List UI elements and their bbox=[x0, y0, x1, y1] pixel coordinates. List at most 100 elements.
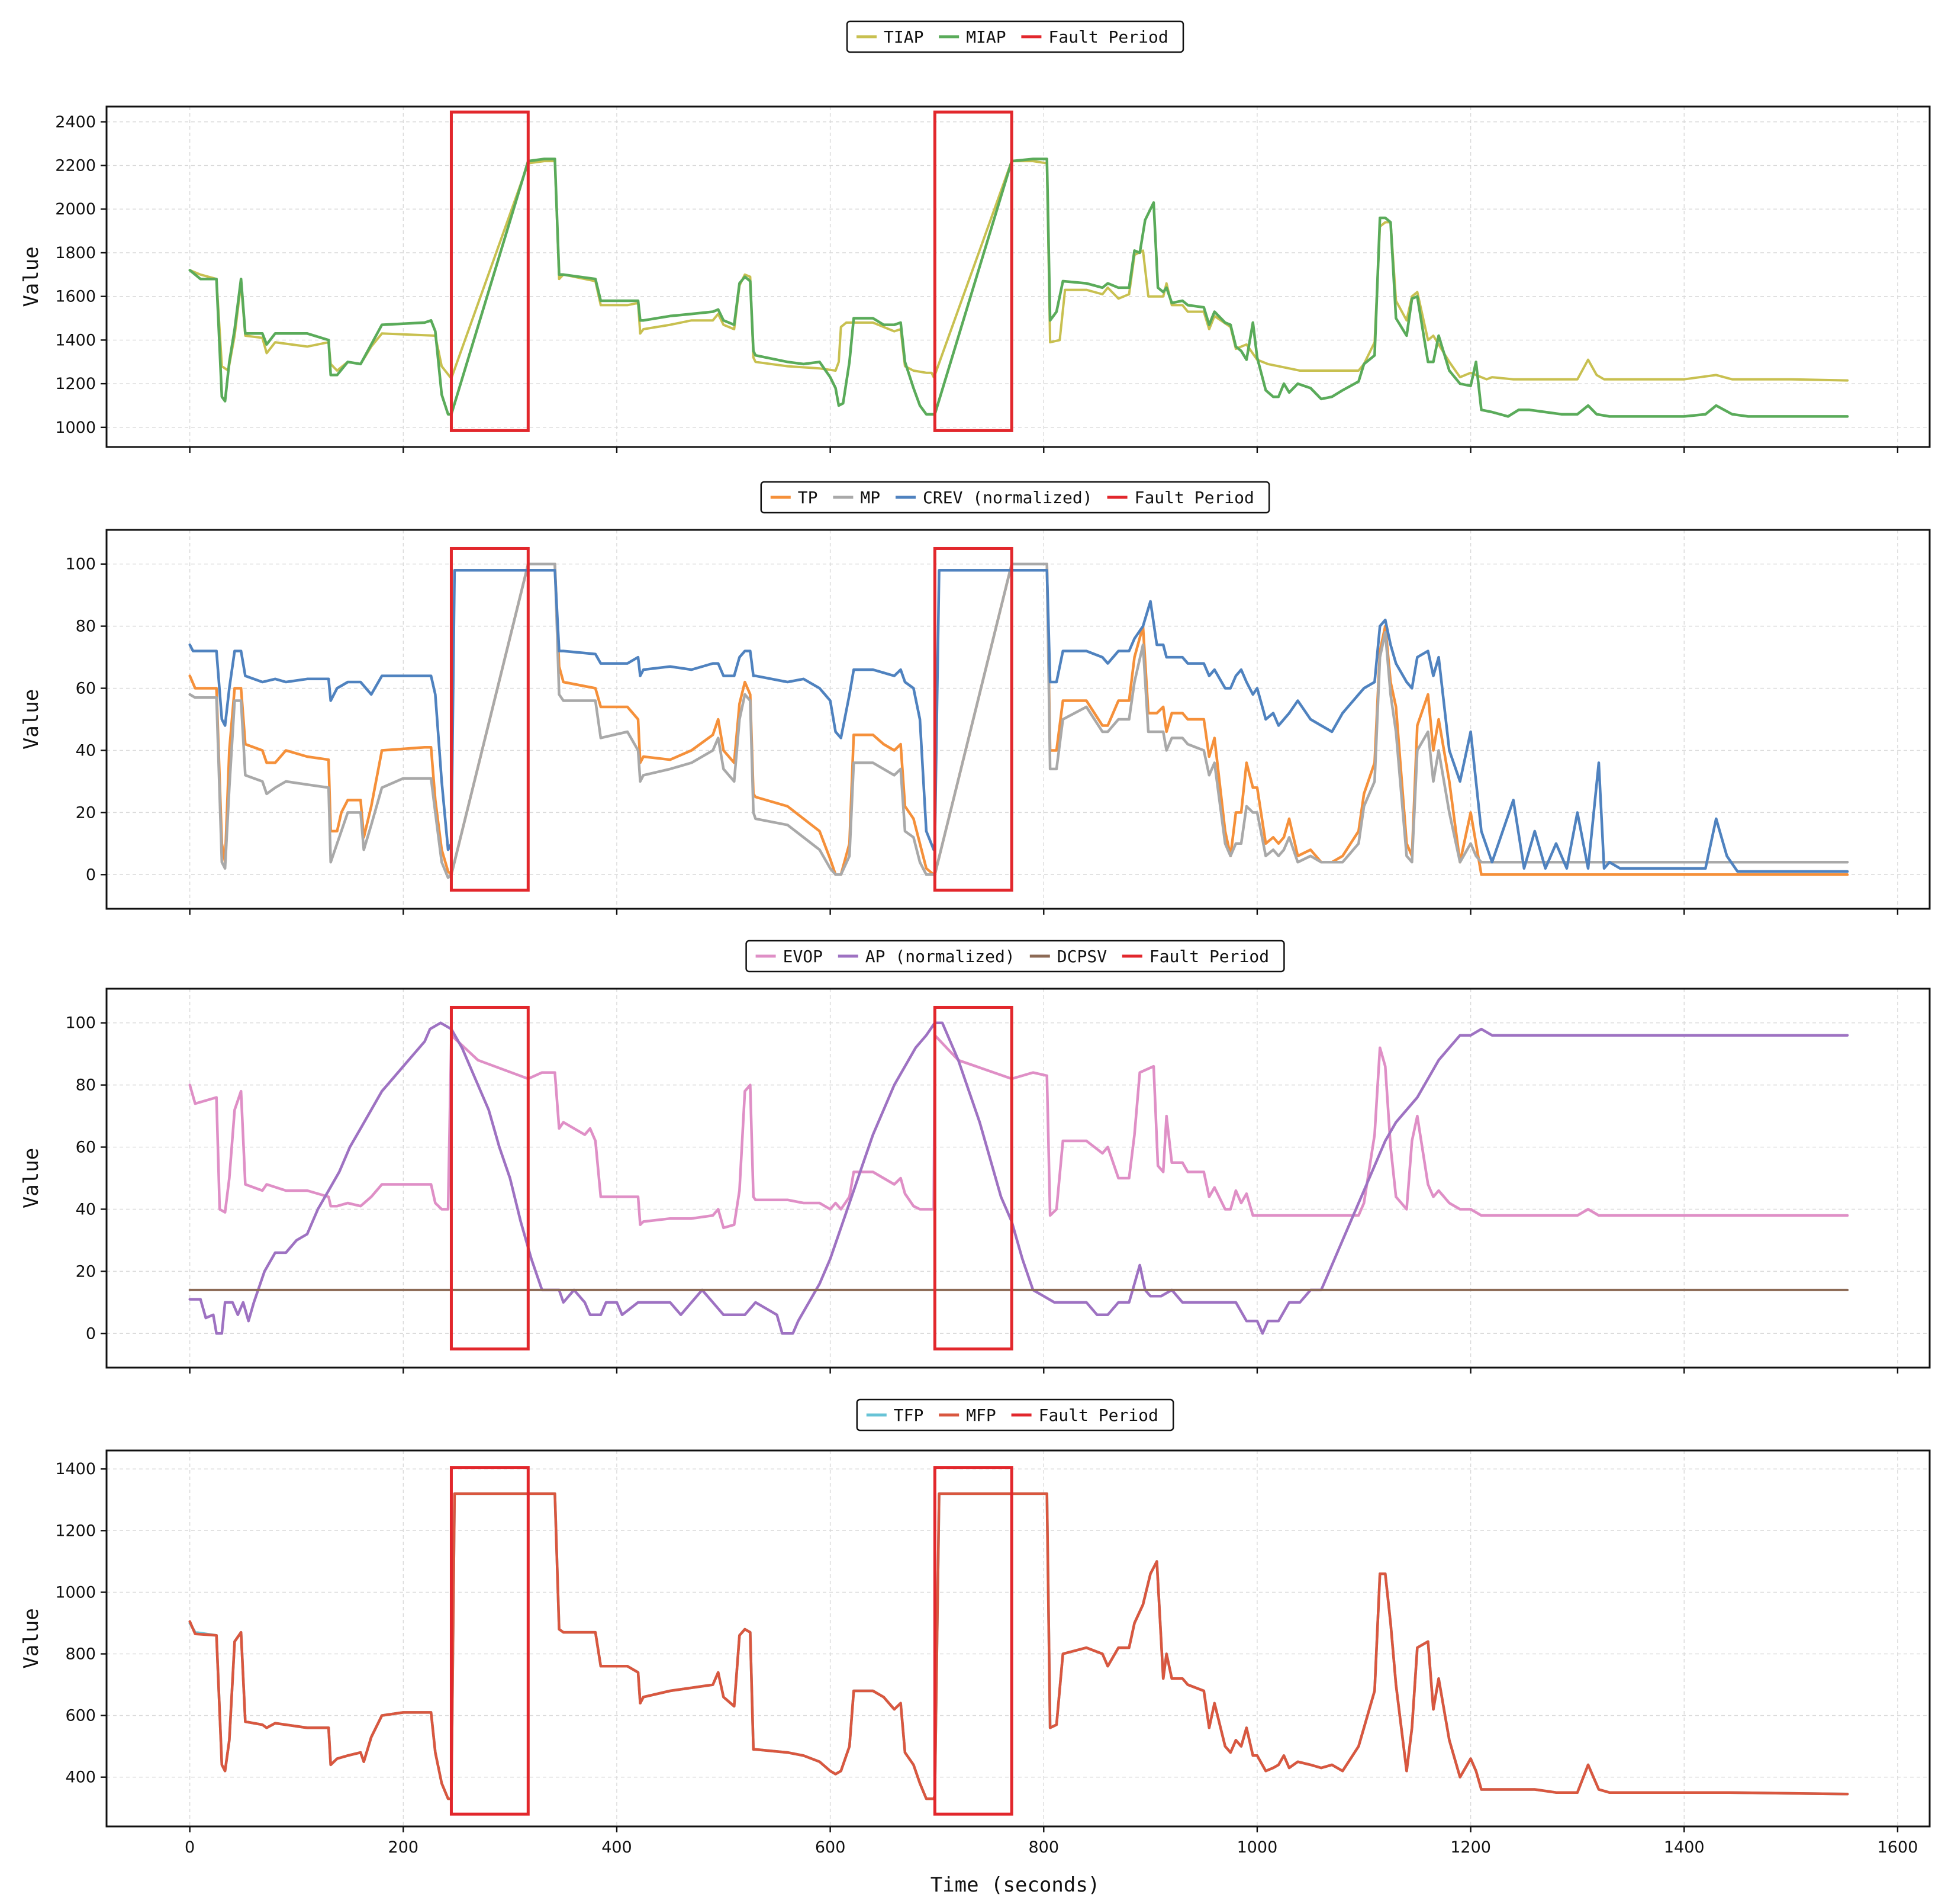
series-group bbox=[188, 1492, 1849, 1800]
series-line-crev-normalized bbox=[188, 568, 1849, 873]
y-tick-label: 60 bbox=[76, 680, 96, 698]
fault-period-rect bbox=[449, 546, 530, 892]
series-line-tfp bbox=[188, 1492, 1849, 1800]
gridlines bbox=[107, 1450, 1930, 1826]
legend: TFP MFP Fault Period bbox=[856, 1398, 1174, 1432]
y-tick-label: 400 bbox=[65, 1768, 96, 1787]
series-line-tiap bbox=[188, 160, 1849, 382]
series-group bbox=[188, 562, 1849, 879]
y-tick-label: 2200 bbox=[55, 157, 96, 175]
y-tick-label: 20 bbox=[76, 1262, 96, 1281]
y-tick-label: 2000 bbox=[55, 200, 96, 218]
x-ticks bbox=[189, 447, 1899, 453]
legend-label: DCPSV bbox=[1057, 947, 1107, 966]
x-ticks: 0 200 400 600 800 1000 1200 1400 1600 bbox=[185, 1826, 1918, 1857]
y-tick-label: 1200 bbox=[55, 1522, 96, 1540]
x-tick-label: 0 bbox=[185, 1838, 195, 1857]
legend-box bbox=[745, 940, 1285, 973]
plot-frame bbox=[105, 988, 1931, 1369]
y-tick-label: 800 bbox=[65, 1645, 96, 1664]
y-axis-label: Value bbox=[20, 689, 43, 750]
x-ticks bbox=[189, 909, 1899, 915]
legend-label: MFP bbox=[966, 1406, 996, 1425]
y-tick-label: 600 bbox=[65, 1707, 96, 1725]
series-line-mfp bbox=[188, 1492, 1849, 1800]
legend-label: MIAP bbox=[966, 27, 1006, 47]
x-tick-label: 400 bbox=[601, 1838, 632, 1857]
fault-period-rect bbox=[449, 110, 530, 432]
legend-label: MP bbox=[860, 488, 880, 507]
y-ticks: 1000 1200 1400 1600 1800 2000 2200 2400 bbox=[55, 113, 107, 437]
plot-frame bbox=[105, 1449, 1931, 1828]
chart-panel-3: 0 20 40 60 80 100 Value EVOP AP (normalized) DCPS… bbox=[20, 940, 1931, 1374]
legend: EVOP AP (normalized) DCPSV Fault Period bbox=[745, 940, 1285, 973]
y-tick-label: 20 bbox=[76, 803, 96, 822]
y-tick-label: 1400 bbox=[55, 1460, 96, 1478]
chart-panel-1: 1000 1200 1400 1600 1800 2000 2200 2400 Value TIA… bbox=[20, 20, 1931, 453]
legend-label: Fault Period bbox=[1135, 488, 1254, 507]
fault-period-rect bbox=[449, 1466, 530, 1816]
y-tick-label: 1600 bbox=[55, 288, 96, 306]
y-ticks: 0 20 40 60 80 100 bbox=[65, 1014, 107, 1343]
y-axis-label: Value bbox=[20, 246, 43, 307]
x-tick-label: 800 bbox=[1029, 1838, 1060, 1857]
x-axis-label: Time (seconds) bbox=[930, 1873, 1100, 1897]
y-tick-label: 0 bbox=[86, 1324, 96, 1343]
fault-period-rect bbox=[933, 1466, 1013, 1816]
y-tick-label: 1400 bbox=[55, 331, 96, 349]
chart-panel-4: 0 200 400 600 800 1000 1200 1400 1600 400 600 800 10… bbox=[20, 1398, 1931, 1857]
y-axis-label: Value bbox=[20, 1148, 43, 1208]
x-tick-label: 200 bbox=[388, 1838, 419, 1857]
chart-panel-2: 0 20 40 60 80 100 Value TP MP CREV (normalized) Fa… bbox=[20, 481, 1931, 915]
x-ticks bbox=[189, 1368, 1899, 1374]
fault-period-rect bbox=[933, 110, 1013, 432]
y-ticks: 0 20 40 60 80 100 bbox=[65, 555, 107, 884]
legend-label: AP (normalized) bbox=[865, 947, 1015, 966]
series-line-miap bbox=[188, 157, 1849, 418]
y-tick-label: 0 bbox=[86, 866, 96, 884]
series-line-evop bbox=[188, 1034, 1849, 1230]
y-tick-label: 80 bbox=[76, 617, 96, 636]
x-tick-label: 1400 bbox=[1664, 1838, 1705, 1857]
fault-period-rect bbox=[933, 1005, 1013, 1351]
legend-box bbox=[760, 481, 1270, 514]
y-tick-label: 1000 bbox=[55, 419, 96, 437]
series-group bbox=[188, 157, 1849, 418]
y-tick-label: 40 bbox=[76, 741, 96, 760]
y-axis-label: Value bbox=[20, 1608, 43, 1668]
y-tick-label: 60 bbox=[76, 1138, 96, 1157]
x-tick-label: 1600 bbox=[1878, 1838, 1918, 1857]
series-line-ap-normalized bbox=[188, 1021, 1849, 1335]
x-tick-label: 600 bbox=[815, 1838, 846, 1857]
fault-period-rect bbox=[449, 1005, 530, 1351]
legend-box bbox=[846, 20, 1184, 53]
y-tick-label: 80 bbox=[76, 1076, 96, 1095]
legend-label: TFP bbox=[894, 1406, 924, 1425]
legend-label: CREV (normalized) bbox=[923, 488, 1093, 507]
x-tick-label: 1000 bbox=[1237, 1838, 1278, 1857]
plot-frame bbox=[105, 529, 1931, 910]
y-tick-label: 2400 bbox=[55, 113, 96, 131]
fault-period-rect bbox=[933, 546, 1013, 892]
y-tick-label: 1000 bbox=[55, 1583, 96, 1601]
y-tick-label: 1200 bbox=[55, 375, 96, 393]
chart-panels: 10001200140016001800200022002400ValueTIA… bbox=[20, 20, 1931, 1857]
series-group bbox=[188, 1021, 1849, 1335]
legend-label: TIAP bbox=[884, 27, 923, 47]
x-tick-label: 1200 bbox=[1450, 1838, 1491, 1857]
gridlines bbox=[107, 107, 1930, 447]
legend: TIAP MIAP Fault Period bbox=[846, 20, 1184, 53]
legend: TP MP CREV (normalized) Fault Period bbox=[760, 481, 1270, 514]
plot-frame bbox=[105, 105, 1931, 448]
y-tick-label: 40 bbox=[76, 1200, 96, 1218]
y-tick-label: 100 bbox=[65, 555, 96, 574]
gridlines bbox=[107, 530, 1930, 909]
legend-label: EVOP bbox=[783, 947, 823, 966]
y-tick-label: 100 bbox=[65, 1014, 96, 1033]
gridlines bbox=[107, 989, 1930, 1368]
legend-label: Fault Period bbox=[1048, 27, 1168, 47]
y-tick-label: 1800 bbox=[55, 244, 96, 262]
legend-label: Fault Period bbox=[1039, 1406, 1158, 1425]
y-ticks: 400 600 800 1000 1200 1400 bbox=[55, 1460, 107, 1787]
